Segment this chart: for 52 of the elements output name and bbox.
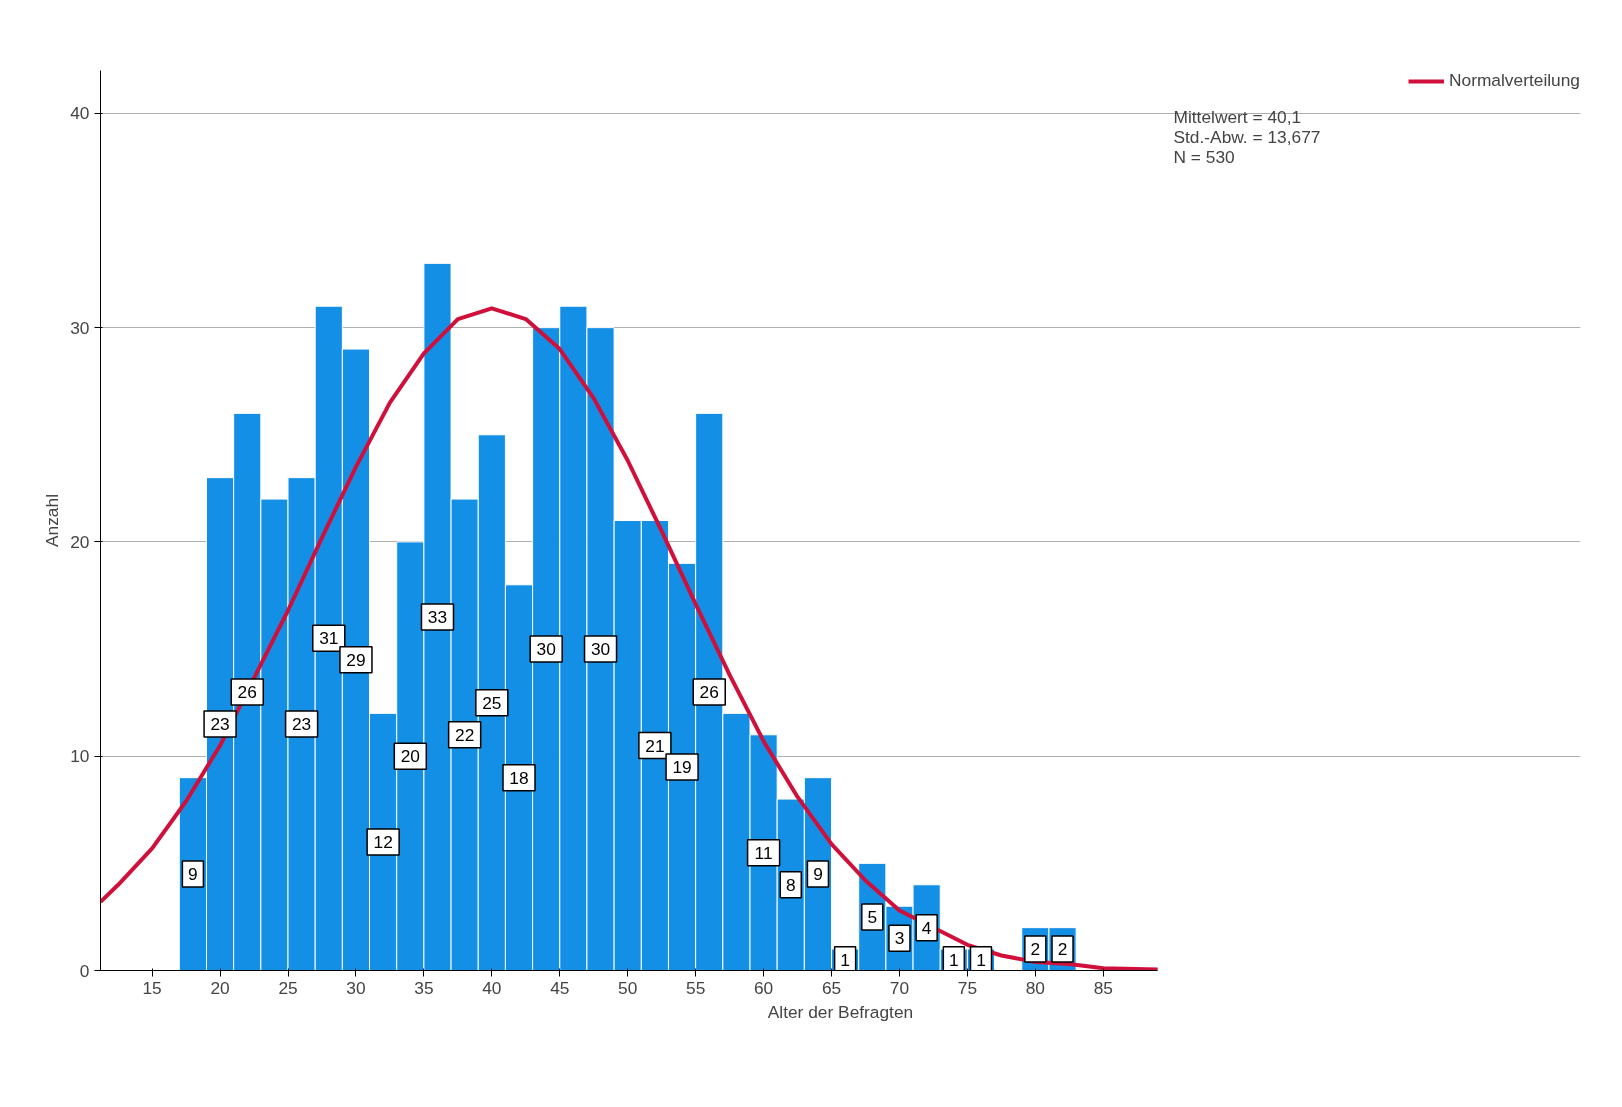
data-label: 31	[319, 628, 339, 649]
x-tick-label: 75	[957, 977, 978, 998]
x-tick-label: 35	[414, 977, 434, 998]
data-label: 3	[894, 928, 905, 949]
data-label: 11	[754, 842, 773, 863]
x-tick-label: 40	[482, 977, 502, 998]
data-label: 33	[427, 606, 448, 627]
data-label: 9	[188, 864, 198, 885]
data-label: 29	[346, 649, 366, 670]
y-axis-title: Anzahl	[42, 494, 63, 547]
data-label: 23	[291, 714, 312, 735]
data-label: 26	[237, 681, 257, 702]
y-tick-label: 10	[70, 746, 90, 767]
data-label: 26	[699, 681, 719, 702]
data-label: 30	[536, 639, 556, 660]
x-tick-label: 25	[278, 977, 298, 998]
data-label: 5	[867, 906, 878, 927]
x-tick-label: 50	[618, 977, 638, 998]
text: Mittelwert = 40,1 Std.-Abw. = 13,677 N = 530	[1173, 106, 1321, 167]
x-tick-label: 15	[142, 977, 162, 998]
data-label: 2	[1057, 939, 1068, 960]
x-tick-label: 30	[346, 977, 366, 998]
data-label: 12	[373, 831, 393, 852]
data-label: 23	[210, 714, 230, 735]
x-tick-label: 80	[1025, 977, 1045, 998]
data-label: 18	[509, 767, 529, 788]
data-label: 19	[672, 756, 692, 777]
data-label: 1	[976, 949, 986, 970]
y-tick-label: 40	[70, 103, 90, 124]
data-label: 25	[482, 692, 502, 713]
data-label: 8	[785, 874, 796, 895]
x-tick-label: 45	[550, 977, 570, 998]
x-tick-label: 65	[821, 977, 842, 998]
data-label: 2	[1030, 939, 1041, 960]
data-label: 21	[645, 735, 665, 756]
data-label: 22	[455, 724, 475, 745]
x-tick-label: 60	[753, 977, 774, 998]
data-label: 9	[813, 864, 823, 885]
x-axis-title: Alter der Befragten	[767, 1001, 914, 1022]
data-label: 30	[590, 639, 611, 660]
legend-label: Normalverteilung	[1449, 70, 1580, 91]
x-tick-label: 20	[210, 977, 230, 998]
data-label: 1	[840, 949, 850, 970]
y-tick-label: 20	[70, 531, 90, 552]
x-tick-label: 55	[686, 977, 706, 998]
data-label: 4	[921, 917, 932, 938]
x-tick-label: 70	[889, 977, 910, 998]
y-tick-label: 0	[79, 960, 90, 981]
y-tick-label: 30	[70, 317, 90, 338]
data-label: 20	[400, 746, 420, 767]
data-label: 1	[949, 949, 959, 970]
x-tick-label: 85	[1093, 977, 1113, 998]
